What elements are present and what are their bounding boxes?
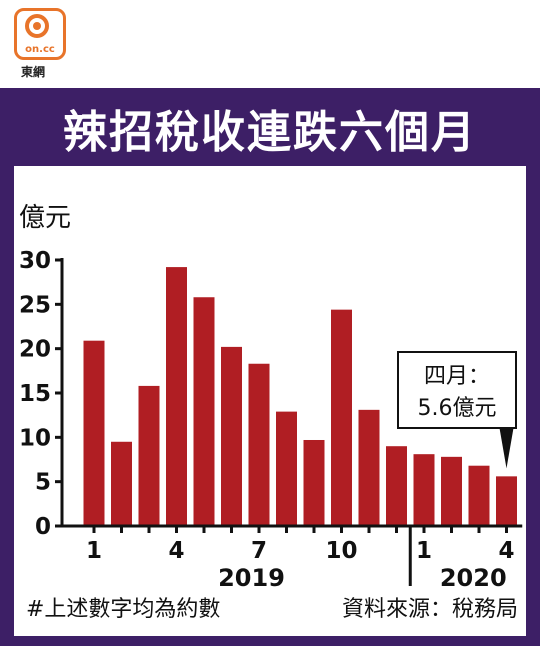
bar (331, 309, 352, 526)
year-label: 2019 (218, 564, 285, 592)
x-axis: 1 4 7 10 1 4 2019 2020 (62, 524, 523, 592)
bar (111, 441, 132, 526)
bar (138, 385, 160, 526)
oncc-logo-mark: on.cc (14, 8, 66, 60)
callout-line-2: 5.6億元 (418, 396, 497, 421)
y-tick-label: 10 (19, 425, 51, 451)
x-tick-label: 10 (325, 538, 357, 564)
bar (193, 297, 215, 526)
y-axis-label: 億元 (19, 203, 71, 233)
bar (386, 446, 407, 526)
footnote: #上述數字均為約數 (26, 597, 220, 622)
oncc-logo: on.cc 東網 (8, 8, 72, 80)
y-tick-label: 15 (19, 381, 51, 407)
x-tick-label: 7 (251, 538, 267, 564)
callout-box (397, 351, 517, 429)
bar (358, 409, 380, 526)
year-label: 2020 (440, 564, 507, 592)
chart-title: 辣招稅收連跌六個月 (63, 107, 477, 158)
bar (221, 346, 242, 526)
bar (496, 476, 517, 526)
bar (83, 340, 105, 526)
x-tick-label: 1 (416, 538, 432, 564)
bar (248, 363, 270, 526)
bar-chart: 億元 0 5 10 15 20 25 30 1 4 7 10 1 4 2019 2020 四月： 5.6億元… (19, 203, 523, 622)
y-tick-label: 25 (19, 292, 51, 318)
y-tick-label: 0 (35, 514, 51, 540)
y-axis: 0 5 10 15 20 25 30 (19, 248, 64, 540)
bar (276, 411, 297, 526)
logo-label: 東網 (21, 65, 46, 79)
bars (83, 267, 517, 526)
y-tick-label: 20 (19, 337, 51, 363)
bar (441, 456, 462, 526)
x-tick-label: 4 (498, 538, 514, 564)
logo-ring-icon (25, 14, 49, 38)
callout-pointer (499, 428, 514, 469)
y-tick-label: 5 (35, 470, 51, 496)
callout-line-1: 四月： (424, 364, 490, 389)
bar (166, 267, 187, 526)
chart-panel: 億元 0 5 10 15 20 25 30 1 4 7 10 1 4 2019 2020 四月： 5.6億元… (14, 166, 526, 636)
bar (413, 454, 435, 526)
x-tick-label: 4 (168, 538, 184, 564)
bar (468, 465, 490, 526)
annotation-callout: 四月： 5.6億元 (397, 351, 517, 469)
bar (303, 439, 325, 526)
logo-mark-text: on.cc (25, 44, 55, 55)
source-note: 資料來源：稅務局 (342, 597, 518, 622)
y-tick-label: 30 (19, 248, 51, 274)
x-tick-label: 1 (86, 538, 102, 564)
